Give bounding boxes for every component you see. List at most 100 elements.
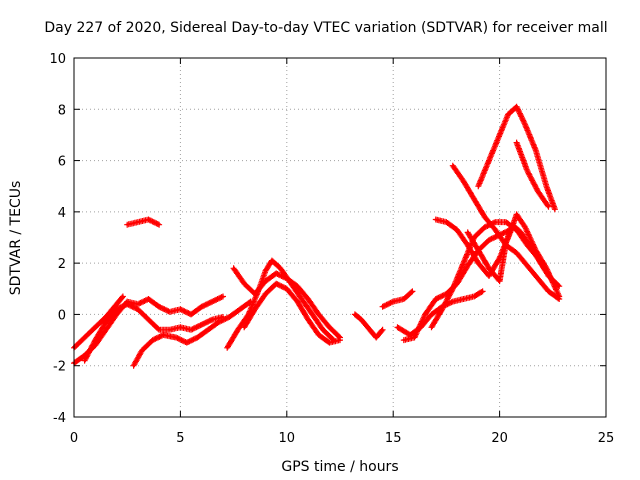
data-point: [328, 326, 331, 329]
data-point: [360, 318, 363, 321]
data-point: [104, 315, 108, 319]
data-point: [536, 190, 540, 193]
data-point: [338, 338, 342, 342]
data-point: [264, 292, 267, 296]
data-point: [104, 328, 108, 332]
data-point: [243, 282, 246, 285]
data-point: [253, 308, 257, 311]
data-point: [300, 297, 303, 301]
data-point: [462, 297, 465, 301]
data-point: [504, 241, 508, 244]
series-arc-4: [124, 216, 163, 228]
data-point: [553, 208, 557, 211]
series-arc-7: [230, 265, 343, 341]
x-tick-label: 25: [598, 431, 615, 446]
data-point: [526, 169, 529, 173]
data-point: [402, 338, 406, 342]
data-point: [515, 213, 518, 216]
data-point: [162, 333, 165, 337]
data-point: [413, 336, 416, 339]
data-point: [115, 313, 118, 316]
data-point: [430, 326, 433, 329]
data-point: [211, 318, 214, 321]
series-arc-17: [475, 103, 558, 213]
data-point: [353, 313, 357, 316]
y-tick-label: -4: [53, 411, 66, 426]
data-point: [179, 326, 182, 329]
data-point: [477, 249, 480, 252]
data-point: [494, 228, 497, 232]
data-point: [94, 326, 97, 329]
series-arc-16: [464, 221, 556, 285]
data-point: [83, 336, 86, 339]
data-point: [236, 328, 240, 332]
data-point: [274, 272, 278, 275]
data-point: [402, 297, 406, 301]
data-point: [174, 336, 178, 339]
y-tick-label: 0: [58, 308, 66, 323]
data-point: [126, 223, 129, 226]
data-point: [232, 267, 235, 270]
data-point: [430, 313, 433, 316]
data-point: [317, 333, 320, 337]
data-point: [487, 267, 491, 270]
data-point: [511, 223, 514, 226]
data-point: [504, 220, 508, 224]
data-point: [515, 105, 518, 108]
x-tick-label: 15: [385, 431, 402, 446]
data-point: [196, 336, 199, 339]
data-point: [157, 305, 161, 308]
data-point: [392, 300, 395, 303]
data-point: [189, 313, 193, 316]
data-point: [536, 277, 540, 280]
data-point: [506, 113, 510, 116]
y-axis-title: SDTVAR / TECUs: [8, 181, 24, 296]
data-point: [168, 310, 171, 314]
data-point: [311, 313, 314, 316]
data-point: [270, 259, 274, 262]
data-point: [279, 267, 282, 270]
series-arc-10: [379, 288, 416, 310]
data-point: [147, 318, 150, 321]
data-point: [253, 292, 257, 296]
data-point: [211, 300, 214, 303]
series-arc-8: [241, 280, 343, 346]
y-tick-label: 4: [58, 206, 66, 221]
y-tick-label: 8: [58, 103, 66, 118]
data-point: [179, 308, 182, 311]
data-point: [557, 285, 561, 288]
y-tick-label: 6: [58, 155, 66, 170]
data-point: [147, 218, 150, 221]
chart-title: Day 227 of 2020, Sidereal Day-to-day VTE…: [44, 20, 607, 36]
data-point: [132, 364, 135, 367]
data-point: [411, 290, 414, 293]
series-arc-12: [400, 226, 514, 344]
data-point: [296, 285, 299, 288]
data-point: [523, 226, 527, 229]
data-point: [498, 256, 501, 260]
series-markers: [351, 311, 386, 341]
data-point: [519, 231, 523, 234]
data-point: [526, 264, 529, 267]
data-point: [547, 205, 550, 208]
data-point: [494, 220, 497, 224]
data-point: [115, 302, 118, 306]
data-point: [515, 141, 518, 144]
data-point: [515, 251, 518, 255]
data-point: [396, 326, 399, 329]
data-point: [487, 159, 491, 162]
data-point: [483, 226, 486, 229]
data-point: [151, 338, 154, 342]
series-arc-9: [351, 311, 386, 341]
data-point: [157, 223, 161, 226]
data-point: [455, 228, 459, 232]
data-point: [83, 359, 86, 362]
x-tick-label: 10: [279, 431, 296, 446]
data-point: [445, 220, 448, 224]
x-tick-label: 5: [176, 431, 184, 446]
data-point: [540, 264, 544, 267]
data-point: [551, 279, 554, 283]
data-point: [321, 328, 325, 332]
data-point: [477, 185, 480, 188]
